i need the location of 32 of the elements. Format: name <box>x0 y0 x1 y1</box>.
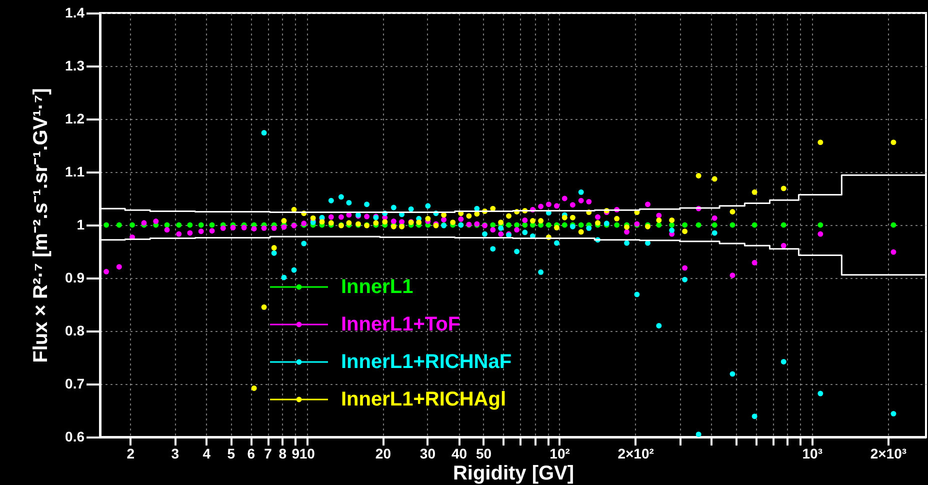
x-tick-label: 10² <box>550 446 570 462</box>
legend-label: InnerL1+ToF <box>341 314 460 336</box>
x-tick-label: 50 <box>476 446 492 462</box>
y-tick-label: 1.2 <box>65 110 85 126</box>
y-tick-label: 1.3 <box>65 58 85 74</box>
legend-label: InnerL1+RICHAgl <box>341 388 506 410</box>
x-tick-label: 6 <box>247 446 256 462</box>
y-tick-label: 1 <box>76 216 85 232</box>
y-tick-label: 1.1 <box>65 164 85 180</box>
y-axis-title: Flux × R²·⁷ [m⁻².s⁻¹.sr⁻¹.GV¹·⁷] <box>30 88 52 363</box>
x-tick-label: 10 <box>299 446 316 462</box>
y-tick-label: 0.6 <box>65 428 85 444</box>
x-tick-label: 2×10² <box>618 446 654 462</box>
x-tick-label: 3 <box>171 446 180 462</box>
legend-label: InnerL1 <box>341 276 414 298</box>
y-tick-label: 1.4 <box>65 4 85 20</box>
x-tick-label: 2×10³ <box>870 446 907 462</box>
x-tick-label: 2 <box>126 446 135 462</box>
legend-label: InnerL1+RICHNaF <box>341 351 512 373</box>
x-tick-label: 9 <box>292 446 300 462</box>
x-tick-label: 20 <box>375 446 392 462</box>
x-tick-label: 5 <box>227 446 236 462</box>
x-tick-label: 7 <box>264 446 272 462</box>
y-tick-label: 0.8 <box>65 322 85 338</box>
x-tick-label: 8 <box>278 446 287 462</box>
x-tick-label: 4 <box>202 446 211 462</box>
y-tick-label: 0.7 <box>65 376 85 392</box>
x-axis-title: Rigidity [GV] <box>452 462 574 484</box>
x-tick-label: 10³ <box>802 446 823 462</box>
x-tick-label: 30 <box>420 446 436 462</box>
x-tick-label: 40 <box>451 446 468 462</box>
y-tick-label: 0.9 <box>65 270 85 286</box>
